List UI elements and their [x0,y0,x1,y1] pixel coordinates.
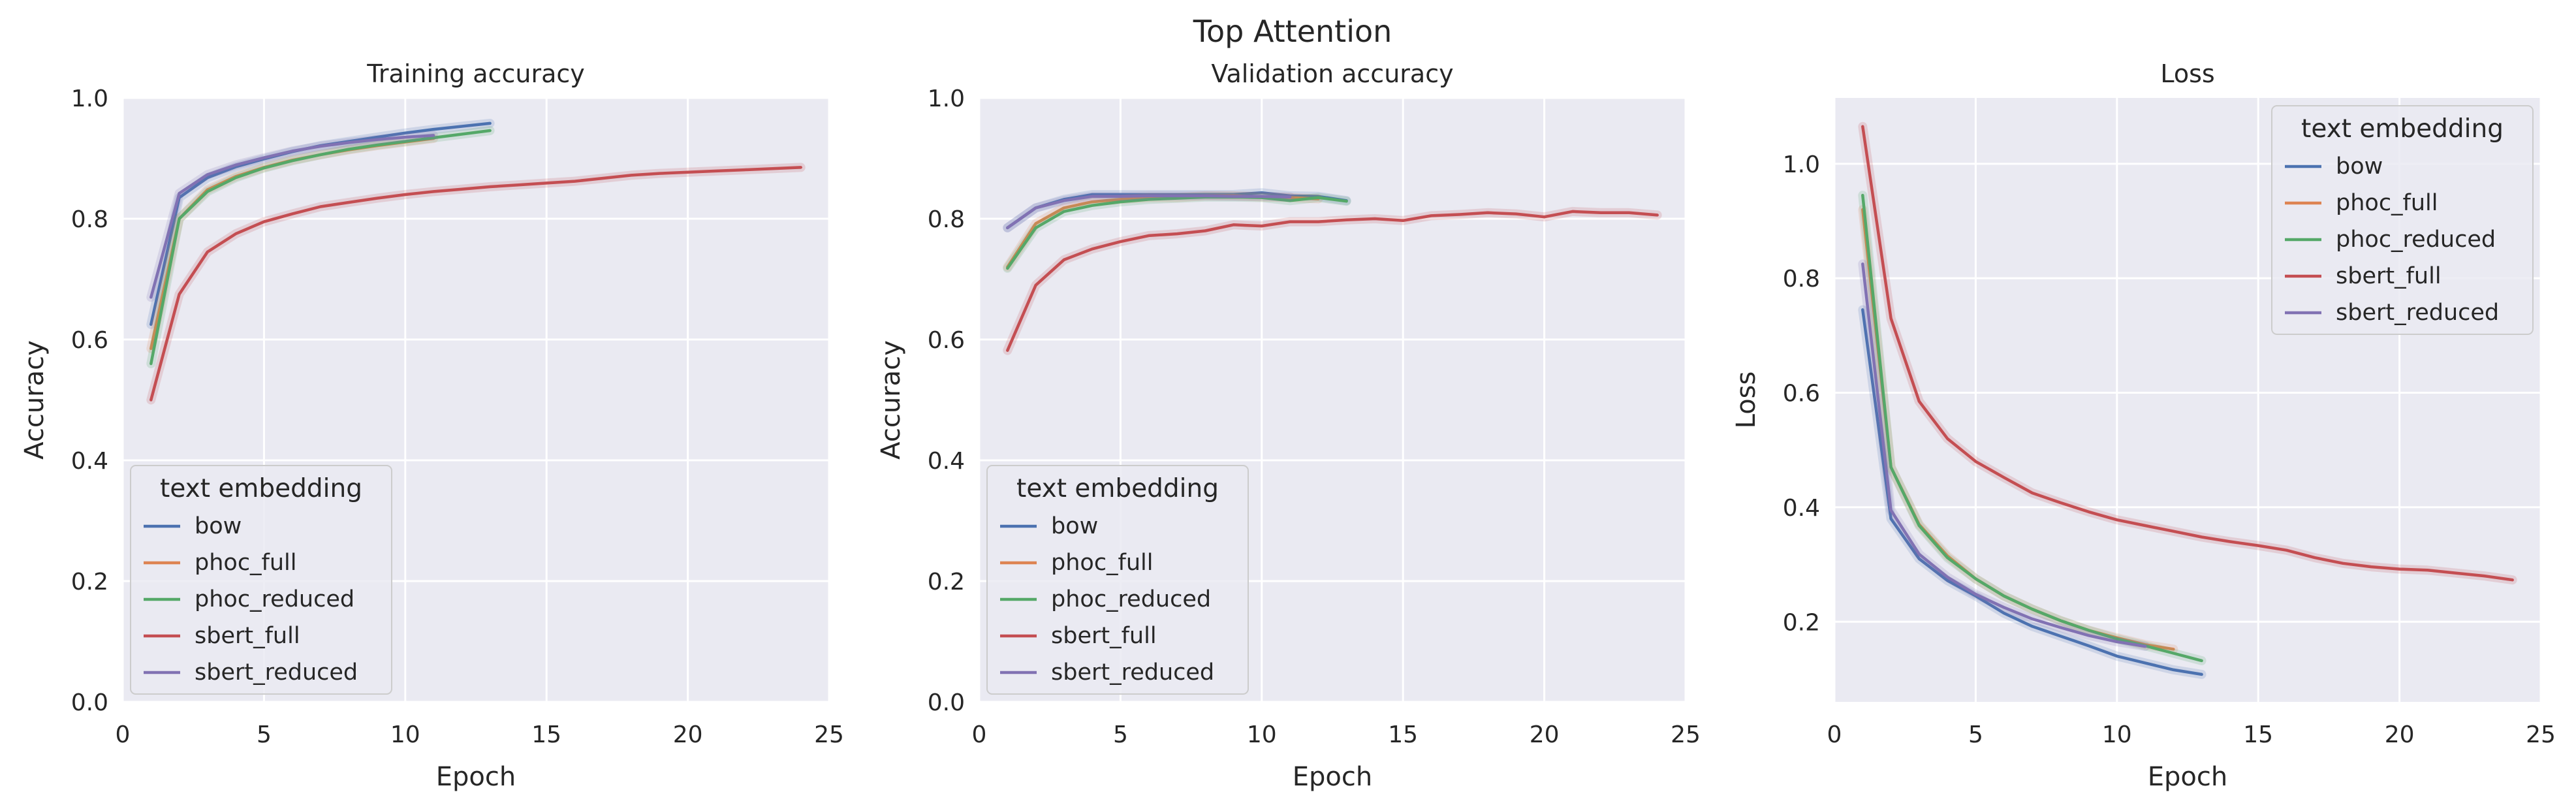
x-tick-label: 0 [1827,721,1842,748]
x-tick-label: 10 [390,721,420,748]
x-tick-label: 15 [1388,721,1418,748]
y-tick-label: 0.6 [928,327,965,354]
x-tick-label: 15 [2243,721,2273,748]
x-tick-label: 20 [673,721,703,748]
y-tick-label: 0.6 [1783,381,1820,407]
panel-title: Training accuracy [366,59,584,88]
legend-entry-sbert_reduced: sbert_reduced [2336,300,2499,326]
x-axis-label: Epoch [436,762,516,792]
chart-panel-1: 0 5 10 15 20 25 0.0 0.2 0.4 0.6 0.8 1.0 Training acc… [20,59,844,792]
legend-box [2271,105,2534,335]
legend-box [986,465,1249,695]
legend: text embedding bow phoc_full phoc_reducedsb… [130,465,392,695]
legend-entry-phoc_reduced: phoc_reduced [195,586,354,612]
series-group [146,118,806,405]
y-tick-label: 0.8 [71,206,108,233]
x-tick-label: 10 [1247,721,1277,748]
legend-entry-sbert_full: sbert_full [1051,623,1157,649]
legend-title: text embedding [2301,114,2504,144]
series-line-sbert_reduced [1006,194,1292,230]
legend-entry-phoc_full: phoc_full [1051,550,1154,576]
legend-entry-phoc_full: phoc_full [2336,190,2438,216]
legend-entry-phoc_full: phoc_full [195,550,297,576]
chart-panel-3: 0 5 10 15 20 25 0.2 0.4 0.6 0.8 1.0 Loss Epoch Loss te… [1731,59,2556,792]
legend-title: text embedding [1016,474,1219,503]
legend: text embedding bow phoc_full phoc_reducedsb… [2271,105,2534,335]
y-axis-label: Accuracy [876,340,906,460]
legend-entry-sbert_reduced: sbert_reduced [1051,659,1214,686]
x-tick-label: 20 [1530,721,1560,748]
y-axis-label: Accuracy [20,340,50,460]
panel-title: Loss [2160,59,2214,88]
legend-entry-bow: bow [195,513,242,539]
x-axis-label: Epoch [2148,762,2227,792]
series-line-sbert_reduced [149,134,435,299]
x-axis-label: Epoch [1293,762,1372,792]
series-line-sbert_full [149,166,802,402]
legend-entry-bow: bow [2336,153,2383,180]
y-tick-label: 0.8 [928,206,965,233]
series-line-phoc_reduced [1006,195,1348,270]
series-group [1003,188,1662,355]
legend-entry-phoc_reduced: phoc_reduced [2336,227,2496,253]
x-tick-label: 5 [257,721,272,748]
series-line-sbert_reduced [1861,262,2147,648]
panel-title: Validation accuracy [1211,59,1453,88]
x-tick-label: 25 [2526,721,2556,748]
y-tick-label: 1.0 [1783,151,1820,178]
legend-entry-phoc_reduced: phoc_reduced [1051,586,1211,612]
legend-box [130,465,392,695]
legend-title: text embedding [160,474,362,503]
y-tick-label: 0.0 [928,689,965,716]
x-tick-label: 25 [814,721,844,748]
series-line-phoc_reduced [149,129,492,366]
y-tick-label: 0.8 [1783,266,1820,293]
legend-entry-bow: bow [1051,513,1098,539]
y-tick-label: 0.2 [71,569,108,595]
y-tick-label: 1.0 [71,86,108,112]
y-tick-label: 0.0 [71,689,108,716]
series-line-bow [1861,308,2203,676]
x-tick-label: 10 [2102,721,2132,748]
y-tick-label: 0.2 [1783,609,1820,636]
y-tick-label: 0.4 [928,448,965,475]
x-tick-label: 25 [1671,721,1701,748]
y-tick-label: 0.6 [71,327,108,354]
x-tick-label: 5 [1968,721,1983,748]
y-tick-label: 0.4 [1783,495,1820,522]
legend-entry-sbert_full: sbert_full [2336,263,2442,289]
chart-panel-2: 0 5 10 15 20 25 0.0 0.2 0.4 0.6 0.8 1.0 Validation a… [876,59,1701,792]
y-tick-label: 0.2 [928,569,965,595]
legend-entry-sbert_reduced: sbert_reduced [195,659,358,686]
x-tick-label: 5 [1113,721,1128,748]
series-group [1858,121,2517,679]
x-tick-label: 0 [116,721,131,748]
y-tick-label: 1.0 [928,86,965,112]
series-line-sbert_full [1861,125,2514,582]
x-tick-label: 20 [2385,721,2415,748]
series-line-sbert_full [1006,210,1659,352]
legend: text embedding bow phoc_full phoc_reducedsb… [986,465,1249,695]
y-axis-label: Loss [1731,372,1761,429]
y-tick-label: 0.4 [71,448,108,475]
legend-entry-sbert_full: sbert_full [195,623,300,649]
x-tick-label: 15 [531,721,561,748]
figure-title: Top Attention [1193,14,1392,49]
x-tick-label: 0 [972,721,987,748]
